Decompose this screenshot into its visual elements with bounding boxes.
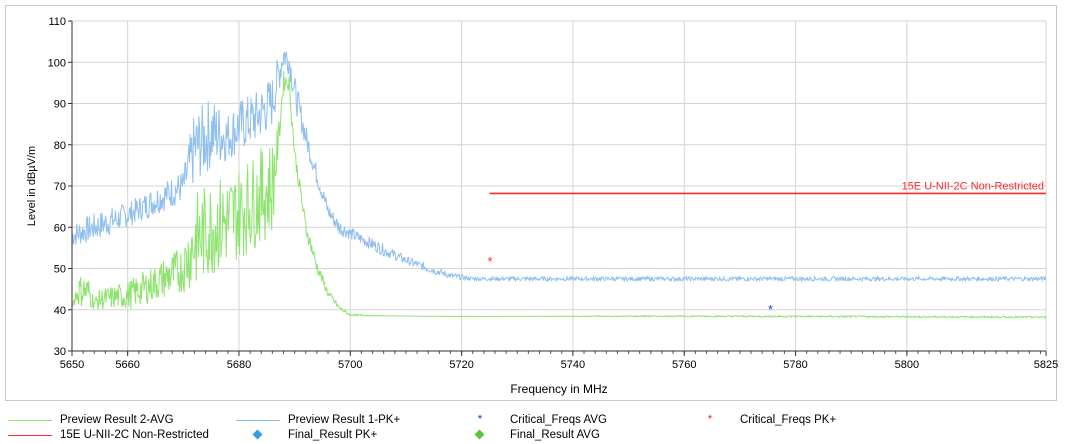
legend-item-pk-preview: Preview Result 1-PK+: [236, 413, 400, 427]
x-tick-label: 5680: [227, 359, 251, 371]
x-tick-label: 5660: [115, 359, 139, 371]
y-tick-label: 90: [54, 99, 66, 111]
limit-line-label: 15E U-NII-2C Non-Restricted: [902, 180, 1044, 192]
y-tick-label: 50: [54, 264, 66, 276]
x-tick-label: 5740: [561, 359, 585, 371]
legend-diamond-swatch: [236, 428, 280, 442]
y-axis-title: Level in dBµV/m: [26, 146, 38, 226]
y-tick-label: 100: [48, 57, 66, 69]
series-pk-preview: [71, 50, 1047, 283]
series-line: [72, 70, 1047, 319]
chart-frame: [5, 5, 1057, 401]
chart-legend: Preview Result 2-AVG Preview Result 1-PK…: [0, 412, 1065, 444]
legend-line-swatch: [8, 413, 52, 427]
limit-line-group: 15E U-NII-2C Non-Restricted: [489, 180, 1046, 195]
legend-label: Preview Result 1-PK+: [288, 414, 401, 426]
y-tick-label: 80: [54, 140, 66, 152]
x-tick-label: 5760: [672, 359, 696, 371]
y-tick-label: 30: [54, 346, 66, 358]
legend-label: Critical_Freqs AVG: [510, 414, 607, 426]
legend-label: Critical_Freqs PK+: [740, 414, 837, 426]
x-tick-label: 5700: [338, 359, 362, 371]
chart-plot: 15E U-NII-2C Non-Restricted * * 30 40 50 60 70 8…: [26, 16, 1058, 396]
y-tick-label: 40: [54, 305, 66, 317]
x-tick-label: 5800: [895, 359, 919, 371]
y-tick-label: 70: [54, 181, 66, 193]
legend-item-limit-line: 15E U-NII-2C Non-Restricted: [8, 428, 209, 442]
legend-diamond-swatch: [458, 428, 502, 442]
x-tick-label: 5780: [783, 359, 807, 371]
critical-marker: *: [768, 302, 773, 317]
legend-label: 15E U-NII-2C Non-Restricted: [60, 429, 209, 441]
legend-line-swatch: [236, 413, 280, 427]
x-tick-label: 5825: [1034, 359, 1058, 371]
legend-item-final-avg: Final_Result AVG: [458, 428, 600, 442]
legend-star-swatch: *: [477, 412, 483, 426]
legend-item-critical-pk: * Critical_Freqs PK+: [688, 412, 837, 427]
critical-marker: *: [487, 254, 492, 269]
legend-line-swatch: [8, 428, 52, 442]
x-tick-label: 5720: [449, 359, 473, 371]
legend-item-avg-preview: Preview Result 2-AVG: [8, 413, 174, 427]
x-axis-title: Frequency in MHz: [510, 382, 607, 396]
series-line: [71, 50, 1047, 283]
legend-star-swatch: *: [707, 412, 713, 426]
y-tick-label: 60: [54, 222, 66, 234]
legend-label: Preview Result 2-AVG: [60, 414, 174, 426]
x-tick-label: 5650: [60, 359, 84, 371]
legend-item-critical-avg: * Critical_Freqs AVG: [458, 412, 607, 427]
legend-item-final-pk: Final_Result PK+: [236, 428, 377, 442]
series-avg-preview: [72, 70, 1047, 319]
legend-label: Final_Result AVG: [510, 429, 600, 441]
legend-label: Final_Result PK+: [288, 429, 378, 441]
y-tick-label: 110: [48, 16, 66, 28]
